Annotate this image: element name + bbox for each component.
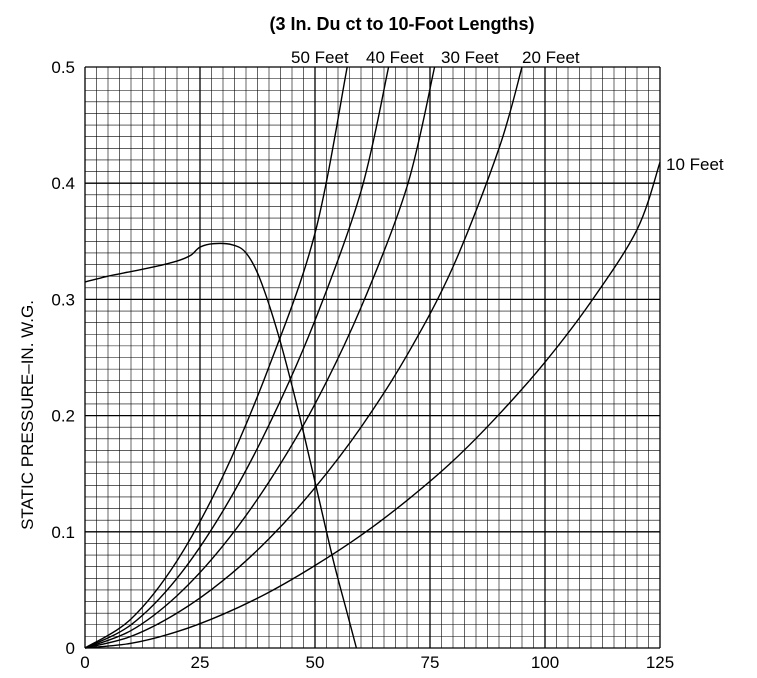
series-line-20-feet [84,66,523,649]
series-line-10-feet [84,162,661,649]
y-tick-label: 0.2 [51,407,75,426]
curve-label-30-feet: 30 Feet [441,48,499,67]
curve-label-20-feet: 20 Feet [522,48,580,67]
x-tick-label: 100 [531,653,559,672]
y-tick-label: 0 [66,639,75,658]
x-tick-label: 125 [646,653,674,672]
x-tick-label: 25 [191,653,210,672]
series-line-30-feet [84,66,436,649]
series-line-performance-curve [84,242,358,649]
y-tick-label: 0.4 [51,174,75,193]
grid [84,66,661,649]
y-tick-label: 0.3 [51,290,75,309]
y-axis-label: STATIC PRESSURE–IN. W.G. [18,300,37,530]
x-tick-label: 0 [80,653,89,672]
x-tick-label: 50 [306,653,325,672]
curve-label-40-feet: 40 Feet [366,48,424,67]
y-tick-label: 0.1 [51,523,75,542]
x-axis: 0 25 50 75 100 125 [80,653,674,672]
series-line-40-feet [84,66,390,649]
curve-label-10-feet: 10 Feet [666,155,724,174]
y-axis: 0 0.1 0.2 0.3 0.4 0.5 [51,58,75,658]
chart-title: (3 In. Du ct to 10-Foot Lengths) [270,14,535,34]
curve-label-50-feet: 50 Feet [291,48,349,67]
x-tick-label: 75 [421,653,440,672]
curve-labels: 50 Feet 40 Feet 30 Feet 20 Feet 10 Feet [291,48,724,174]
curves [84,66,661,649]
series-line-50-feet [84,66,348,649]
y-tick-label: 0.5 [51,58,75,77]
